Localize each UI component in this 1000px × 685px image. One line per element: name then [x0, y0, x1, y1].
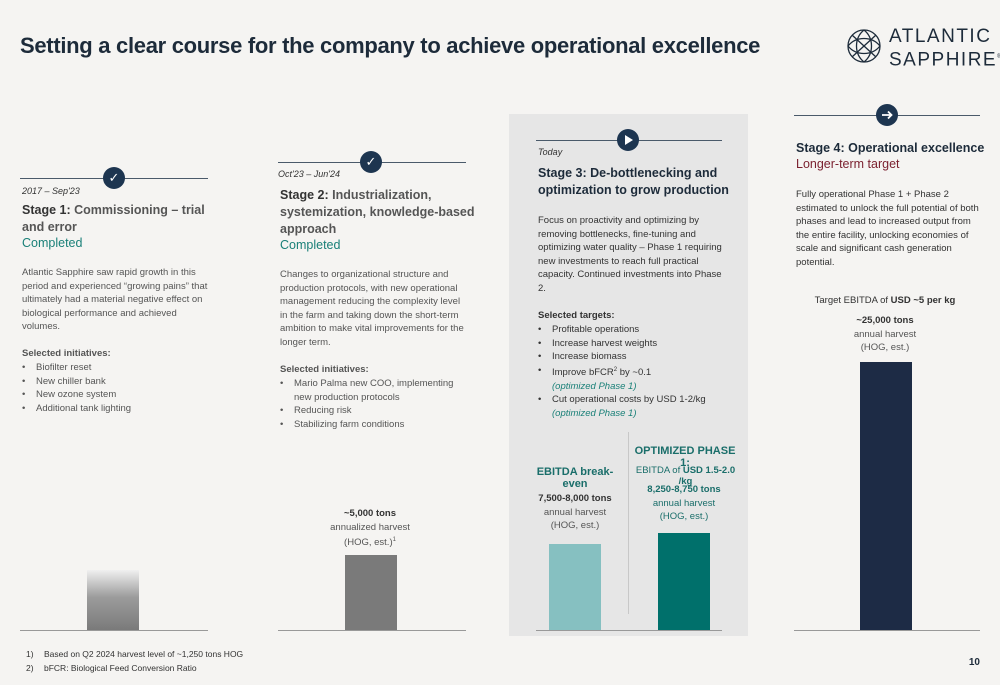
- list-item: Cut operational costs by USD 1-2/kg(opti…: [538, 393, 738, 420]
- optimized-ebitda-prefix: EBITDA of: [635, 465, 683, 476]
- target-note: (optimized Phase 1): [552, 380, 637, 392]
- check-icon: ✓: [103, 167, 125, 189]
- stage3-targets: Selected targets: Profitable operations …: [538, 302, 738, 420]
- stage2-heading: Stage 2: Industrialization, systemizatio…: [280, 187, 490, 238]
- optimized-sub: annual harvest: [652, 497, 716, 509]
- breakeven-volume-label: 7,500-8,000 tons annual harvest (HOG, es…: [515, 492, 635, 533]
- stage3-divider: [628, 432, 629, 614]
- stage3-targets-title: Selected targets:: [538, 310, 615, 321]
- stage1-description: Atlantic Sapphire saw rapid growth in th…: [22, 267, 208, 333]
- company-logo: ATLANTIC SAPPHIRE®: [845, 24, 1000, 72]
- stage2-bar: [345, 555, 397, 630]
- list-item: Mario Palma new COO, implementing new pr…: [280, 377, 470, 404]
- stage2-volume-sub2: (HOG, est.): [344, 537, 393, 549]
- list-item: Stabilizing farm conditions: [280, 418, 470, 432]
- stage4-target-value: USD ~5 per kg: [890, 295, 956, 306]
- stage4-status: Longer-term target: [796, 157, 900, 171]
- stage4-label: Stage 4:: [796, 141, 845, 155]
- footnote-2: 2) bFCR: Biological Feed Conversion Ratio: [26, 663, 197, 673]
- stage3-label: Stage 3:: [538, 166, 587, 180]
- stage2-status: Completed: [280, 238, 341, 252]
- stage4-heading: Stage 4: Operational excellence: [796, 140, 996, 157]
- arrow-right-icon: [876, 104, 898, 126]
- stage3-heading: Stage 3: De-bottlenecking and optimizati…: [538, 165, 738, 199]
- list-item: New ozone system: [22, 388, 212, 402]
- optimized-volume: 8,250-8,750 tons: [647, 484, 721, 495]
- stage3-name: De-bottlenecking and optimization to gro…: [538, 166, 729, 197]
- stage2-name: Industrialization, systemization, knowle…: [280, 188, 475, 236]
- check-icon: ✓: [360, 151, 382, 173]
- list-item: Additional tank lighting: [22, 402, 212, 416]
- stage3-description: Focus on proactivity and optimizing by r…: [538, 215, 722, 294]
- stage2-initiatives-title: Selected initiatives:: [280, 364, 369, 375]
- stage4-baseline: [794, 630, 980, 631]
- stage3-period: Today: [538, 147, 563, 157]
- list-item: Improve bFCR2 by ~0.1(optimized Phase 1): [538, 364, 738, 393]
- list-item: Profitable operations: [538, 323, 738, 337]
- footnote-ref: 1: [392, 537, 396, 544]
- list-item: Biofilter reset: [22, 361, 212, 375]
- stage4-description: Fully operational Phase 1 + Phase 2 esti…: [796, 189, 979, 268]
- stage4-bar: [860, 362, 912, 630]
- optimized-heading: OPTIMIZED PHASE 1:: [634, 445, 736, 469]
- stage3-baseline: [536, 630, 722, 631]
- stage2-volume: ~5,000 tons: [343, 508, 396, 519]
- stage4-sub2: (HOG, est.): [860, 342, 910, 354]
- breakeven-bar: [549, 544, 601, 630]
- footnote-1: 1) Based on Q2 2024 harvest level of ~1,2…: [26, 649, 244, 659]
- page-number: 10: [968, 657, 980, 668]
- stage4-sub: annual harvest: [853, 328, 917, 340]
- stage1-bar: [87, 570, 139, 630]
- stage1-baseline: [20, 630, 208, 631]
- stage2-description: Changes to organizational structure and …: [280, 269, 464, 348]
- optimized-ebitda: EBITDA of USD 1.5-2.0 /kg: [628, 465, 743, 487]
- breakeven-volume: 7,500-8,000 tons: [538, 493, 612, 504]
- stage2-baseline: [278, 630, 466, 631]
- page-title: Setting a clear course for the company t…: [20, 33, 761, 58]
- list-item: Increase harvest weights: [538, 337, 738, 351]
- stage1-name: Commissioning – trial and error: [22, 203, 205, 234]
- logo-line2: SAPPHIRE: [889, 49, 998, 71]
- logo-mark: ®: [997, 54, 1000, 60]
- stage1-status: Completed: [22, 236, 83, 250]
- stage4-target-prefix: Target EBITDA of: [814, 295, 891, 306]
- list-item: Increase biomass: [538, 350, 738, 364]
- stage1-label: Stage 1:: [22, 203, 71, 217]
- stage2-period: Oct'23 – Jun'24: [278, 169, 340, 179]
- stage1-initiatives-title: Selected initiatives:: [22, 348, 111, 359]
- optimized-volume-label: 8,250-8,750 tons annual harvest (HOG, es…: [624, 483, 744, 524]
- stage2-volume-label: ~5,000 tons annualized harvest (HOG, est…: [310, 507, 430, 550]
- play-icon: [617, 129, 639, 151]
- stage1-period: 2017 – Sep'23: [22, 186, 80, 196]
- sapphire-logo-icon: [847, 29, 881, 63]
- optimized-sub2: (HOG, est.): [659, 511, 709, 523]
- stage4-volume: ~25,000 tons: [856, 315, 914, 326]
- stage1-heading: Stage 1: Commissioning – trial and error: [22, 202, 222, 236]
- target-note: (optimized Phase 1): [552, 407, 637, 419]
- optimized-bar: [658, 533, 710, 630]
- logo-line1: ATLANTIC: [889, 26, 992, 47]
- stage4-name: Operational excellence: [848, 141, 985, 155]
- stage1-initiatives: Selected initiatives: Biofilter reset Ne…: [22, 340, 212, 415]
- list-item: Reducing risk: [280, 404, 470, 418]
- list-item: New chiller bank: [22, 375, 212, 389]
- stage4-target: Target EBITDA of USD ~5 per kg: [800, 295, 970, 306]
- stage2-volume-sub: annualized harvest: [330, 521, 410, 533]
- breakeven-sub: annual harvest: [543, 506, 607, 518]
- stage4-volume-label: ~25,000 tons annual harvest (HOG, est.): [825, 314, 945, 355]
- breakeven-heading: EBITDA break-even: [536, 466, 614, 490]
- stage2-initiatives: Selected initiatives: Mario Palma new CO…: [280, 356, 470, 431]
- breakeven-sub2: (HOG, est.): [550, 520, 600, 532]
- optimized-ebitda-value: USD 1.5-2.0 /kg: [678, 465, 736, 487]
- stage2-label: Stage 2:: [280, 188, 329, 202]
